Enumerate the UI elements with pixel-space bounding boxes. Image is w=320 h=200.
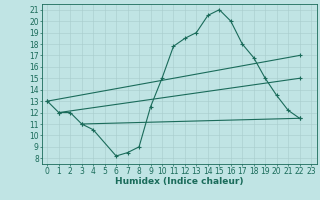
X-axis label: Humidex (Indice chaleur): Humidex (Indice chaleur) <box>115 177 244 186</box>
